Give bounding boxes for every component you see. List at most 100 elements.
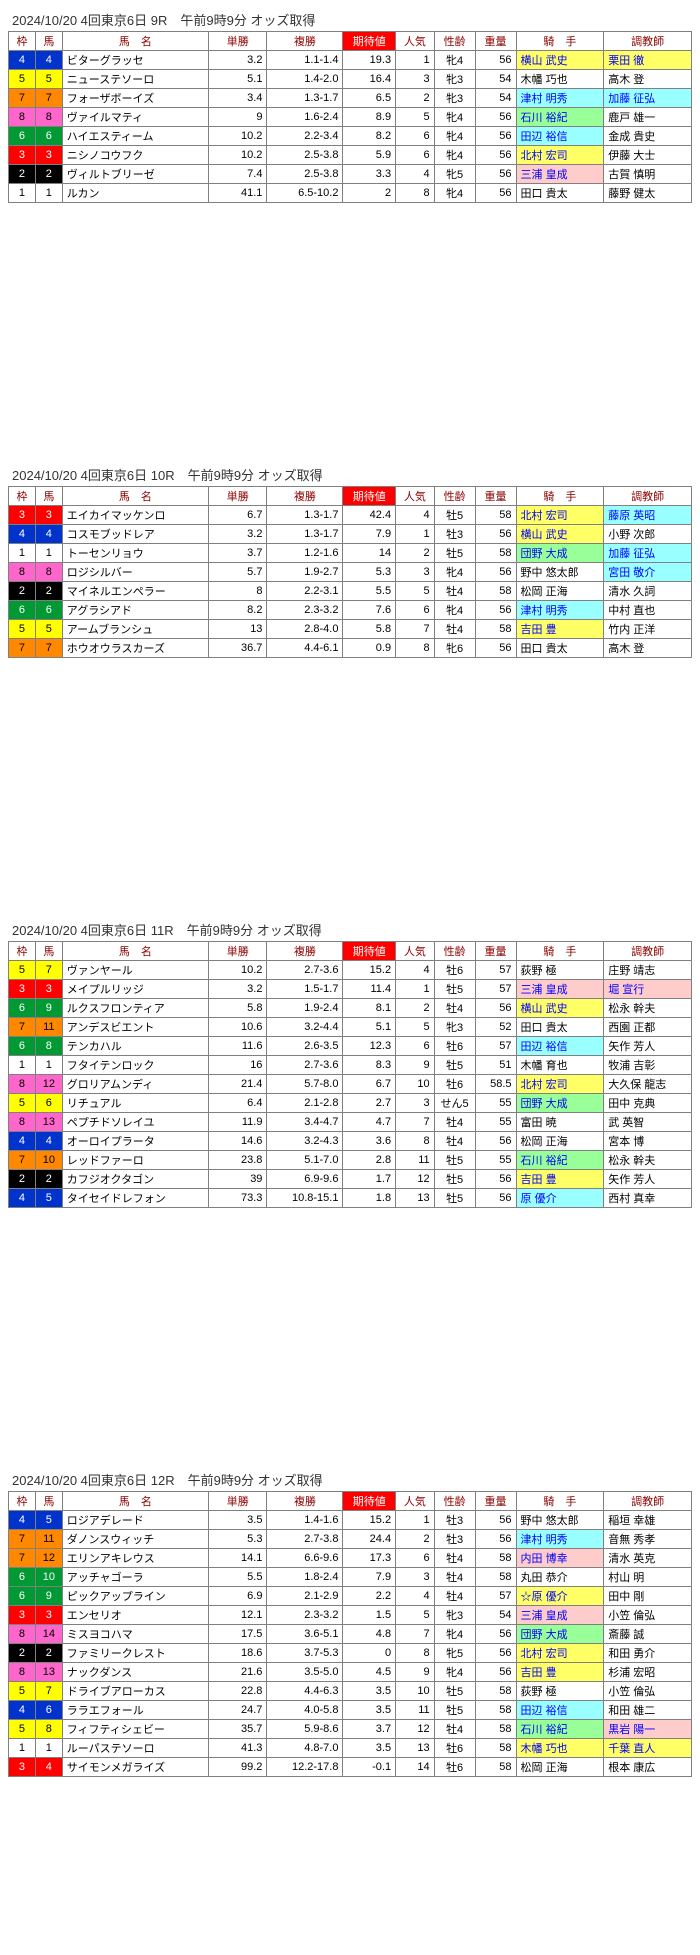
- cell-tan: 8.2: [208, 601, 266, 620]
- cell-uma: 6: [35, 601, 62, 620]
- cell-wt: 56: [475, 108, 516, 127]
- cell-sei: 牡5: [434, 1151, 475, 1170]
- cell-wt: 56: [475, 184, 516, 203]
- odds-table: 枠馬馬 名単勝複勝期待値人気性齢重量騎 手調教師57ヴァンヤール10.22.7-…: [8, 941, 692, 1208]
- cell-tan: 6.7: [208, 506, 266, 525]
- cell-jockey: 吉田 豊: [516, 620, 604, 639]
- cell-waku: 1: [9, 544, 36, 563]
- header-trainer: 調教師: [604, 487, 692, 506]
- table-row: 69ピックアップライン6.92.1-2.92.24牡457☆原 優介田中 剛: [9, 1587, 692, 1606]
- cell-wt: 57: [475, 961, 516, 980]
- cell-fuku: 1.4-1.6: [267, 1511, 343, 1530]
- cell-kitai: 8.1: [343, 999, 396, 1018]
- cell-sei: せん5: [434, 1094, 475, 1113]
- cell-waku: 8: [9, 1075, 36, 1094]
- cell-fuku: 2.2-3.1: [267, 582, 343, 601]
- header-jockey: 騎 手: [516, 32, 604, 51]
- cell-sei: 牡5: [434, 1170, 475, 1189]
- cell-jockey: 木幡 育也: [516, 1056, 604, 1075]
- cell-jockey: 北村 宏司: [516, 146, 604, 165]
- cell-uma: 5: [35, 620, 62, 639]
- cell-sei: 牝4: [434, 563, 475, 582]
- cell-uma: 10: [35, 1568, 62, 1587]
- cell-sei: 牡4: [434, 1568, 475, 1587]
- cell-tan: 24.7: [208, 1701, 266, 1720]
- cell-trainer: 田中 克典: [604, 1094, 692, 1113]
- cell-ninki: 1: [396, 1511, 435, 1530]
- cell-trainer: 和田 勇介: [604, 1644, 692, 1663]
- header-fuku: 複勝: [267, 1492, 343, 1511]
- cell-fuku: 6.6-9.6: [267, 1549, 343, 1568]
- cell-tan: 3.2: [208, 525, 266, 544]
- cell-sei: 牝4: [434, 51, 475, 70]
- cell-trainer: 庄野 靖志: [604, 961, 692, 980]
- table-row: 58フィフティシェビー35.75.9-8.63.712牡458石川 裕紀黒岩 陽…: [9, 1720, 692, 1739]
- cell-waku: 5: [9, 70, 36, 89]
- cell-trainer: 松永 幹夫: [604, 1151, 692, 1170]
- cell-tan: 5.8: [208, 999, 266, 1018]
- cell-tan: 36.7: [208, 639, 266, 658]
- table-row: 813ペプチドソレイユ11.93.4-4.74.77牡455富田 暁武 英智: [9, 1113, 692, 1132]
- cell-wt: 54: [475, 70, 516, 89]
- cell-kitai: 4.5: [343, 1663, 396, 1682]
- cell-ninki: 4: [396, 506, 435, 525]
- cell-ninki: 3: [396, 1094, 435, 1113]
- cell-wt: 58: [475, 1758, 516, 1777]
- cell-name: アグラシアド: [62, 601, 208, 620]
- cell-trainer: 宮田 敬介: [604, 563, 692, 582]
- cell-name: エイカイマッケンロ: [62, 506, 208, 525]
- header-ninki: 人気: [396, 487, 435, 506]
- table-row: 46ララエフォール24.74.0-5.83.511牡558田辺 裕信和田 雄二: [9, 1701, 692, 1720]
- cell-jockey: 横山 武史: [516, 51, 604, 70]
- table-row: 711ダノンスウィッチ5.32.7-3.824.42牡356津村 明秀音無 秀孝: [9, 1530, 692, 1549]
- cell-ninki: 4: [396, 165, 435, 184]
- cell-name: レッドファーロ: [62, 1151, 208, 1170]
- cell-ninki: 9: [396, 1056, 435, 1075]
- cell-sei: 牡5: [434, 1682, 475, 1701]
- table-row: 55アームブランシュ132.8-4.05.87牡458吉田 豊竹内 正洋: [9, 620, 692, 639]
- cell-sei: 牝4: [434, 601, 475, 620]
- cell-ninki: 2: [396, 544, 435, 563]
- cell-waku: 7: [9, 1530, 36, 1549]
- cell-name: ダノンスウィッチ: [62, 1530, 208, 1549]
- cell-trainer: 宮本 博: [604, 1132, 692, 1151]
- cell-kitai: 7.6: [343, 601, 396, 620]
- cell-waku: 8: [9, 1113, 36, 1132]
- cell-trainer: 加藤 征弘: [604, 89, 692, 108]
- cell-trainer: 高木 登: [604, 70, 692, 89]
- cell-wt: 56: [475, 51, 516, 70]
- cell-name: リチュアル: [62, 1094, 208, 1113]
- cell-fuku: 12.2-17.8: [267, 1758, 343, 1777]
- cell-uma: 6: [35, 127, 62, 146]
- cell-waku: 4: [9, 1189, 36, 1208]
- table-row: 711アンデスビエント10.63.2-4.45.15牝352田口 貴太西園 正都: [9, 1018, 692, 1037]
- race-block: 2024/10/20 4回東京6日 12R 午前9時9分 オッズ取得枠馬馬 名単…: [8, 1468, 692, 1777]
- cell-fuku: 4.4-6.1: [267, 639, 343, 658]
- header-trainer: 調教師: [604, 942, 692, 961]
- table-row: 22カフジオクタゴン396.9-9.61.712牡556吉田 豊矢作 芳人: [9, 1170, 692, 1189]
- cell-tan: 5.1: [208, 70, 266, 89]
- cell-fuku: 2.1-2.9: [267, 1587, 343, 1606]
- cell-kitai: 15.2: [343, 1511, 396, 1530]
- cell-sei: 牡6: [434, 1075, 475, 1094]
- cell-name: ホウオウラスカーズ: [62, 639, 208, 658]
- cell-uma: 1: [35, 544, 62, 563]
- cell-tan: 41.3: [208, 1739, 266, 1758]
- cell-kitai: 15.2: [343, 961, 396, 980]
- cell-fuku: 1.5-1.7: [267, 980, 343, 999]
- cell-jockey: 丸田 恭介: [516, 1568, 604, 1587]
- cell-uma: 1: [35, 1739, 62, 1758]
- cell-uma: 7: [35, 89, 62, 108]
- cell-kitai: 12.3: [343, 1037, 396, 1056]
- cell-wt: 56: [475, 1511, 516, 1530]
- cell-tan: 10.2: [208, 146, 266, 165]
- cell-uma: 2: [35, 1644, 62, 1663]
- cell-jockey: 野中 悠太郎: [516, 1511, 604, 1530]
- cell-waku: 2: [9, 1644, 36, 1663]
- cell-kitai: 3.3: [343, 165, 396, 184]
- cell-kitai: 2.2: [343, 1587, 396, 1606]
- cell-kitai: 42.4: [343, 506, 396, 525]
- cell-jockey: 三浦 皇成: [516, 165, 604, 184]
- cell-ninki: 12: [396, 1720, 435, 1739]
- cell-wt: 56: [475, 146, 516, 165]
